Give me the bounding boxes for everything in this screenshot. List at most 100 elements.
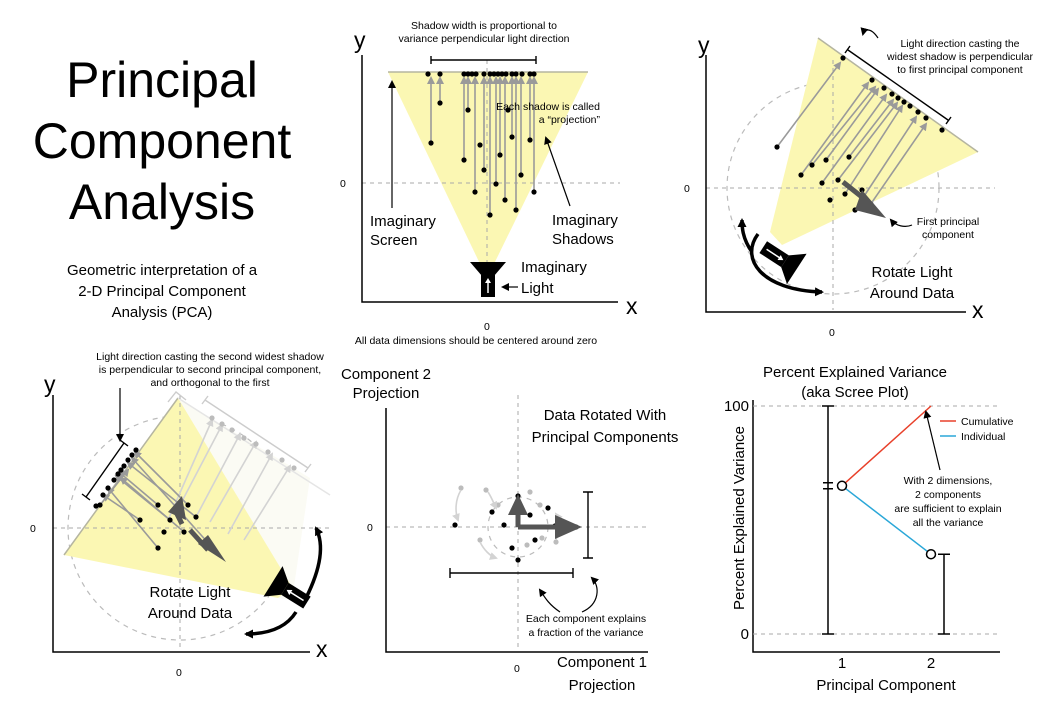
y-axis-label-2: Projection: [353, 385, 420, 402]
panel-shadow-projection: y x 0 0: [340, 20, 638, 347]
data-points: [97, 502, 213, 551]
rotated-label-2: Principal Components: [532, 429, 679, 446]
subtitle-line-2: 2-D Principal Component: [78, 283, 246, 300]
zero-x-label: 0: [829, 327, 835, 339]
screen-label-2: Screen: [370, 232, 418, 249]
panel-second-component: y x 0 0: [30, 351, 331, 679]
variance-bracket-pc1: [449, 568, 574, 578]
variance-bar-individual: [938, 553, 950, 635]
pc1-arrow-head: [555, 515, 582, 539]
chart-legend: Cumulative Individual: [940, 416, 1014, 443]
axes: [705, 55, 966, 313]
explains-pointer-2: [538, 588, 561, 613]
note-widest-2: widest shadow is perpendicular: [886, 51, 1033, 63]
explains-label-1: Each component explains: [526, 613, 646, 625]
x-axis-label-2: Projection: [569, 677, 636, 694]
explains-label-2: a fraction of the variance: [529, 627, 644, 639]
y-axis-label: y: [698, 32, 710, 58]
note-shadow-width-2: variance perpendicular light direction: [398, 33, 569, 45]
rotated-grey-points: [458, 485, 559, 548]
chart-axes: [752, 400, 1000, 653]
zero-x-label: 0: [484, 321, 490, 333]
series-line-cumulative: [841, 405, 932, 487]
data-point: [925, 548, 937, 560]
projection-lines: [776, 61, 928, 211]
flashlight-icon: [759, 241, 807, 284]
zero-y-label: 0: [30, 523, 36, 535]
shadow-width-bracket: [430, 56, 537, 64]
shadow-width-bracket: [844, 45, 952, 125]
pc1-pointer: [889, 218, 913, 228]
annotation-line-4: all the variance: [913, 517, 984, 529]
axis-break: [823, 482, 833, 490]
centered-note: All data dimensions should be centered a…: [355, 335, 597, 347]
shadow-points: [93, 447, 139, 509]
rotate-label-1: Rotate Light: [150, 584, 232, 601]
subtitle-line-3: Analysis (PCA): [112, 304, 213, 321]
y-tick-label: 100: [724, 398, 749, 415]
panel-rotated-data: Component 2 Projection Component 1 Proje…: [341, 366, 678, 694]
title-line-3: Analysis: [69, 174, 255, 230]
pc2-arrow-head: [168, 496, 186, 520]
projection-lines: [427, 76, 538, 215]
variance-bracket-pc2: [583, 491, 593, 559]
explains-pointer: [581, 576, 600, 613]
subtitle-line-1: Geometric interpretation of a: [67, 262, 258, 279]
chart-ylabel: Percent Explained Variance: [731, 426, 748, 610]
zero-y-label: 0: [367, 522, 373, 534]
shadows-label-2: Shadows: [552, 231, 614, 248]
shadow-points: [840, 55, 945, 133]
screen-label-1: Imaginary: [370, 213, 436, 230]
rotate-arrow: [304, 526, 324, 599]
light-label-2: Light: [521, 280, 554, 297]
data-point: [836, 480, 848, 492]
x-axis-label: x: [626, 293, 638, 319]
shadow-points: [425, 71, 537, 77]
pc1-label-2: component: [922, 229, 974, 241]
shadows-label-1: Imaginary: [552, 212, 618, 229]
title-block: Principal Component Analysis Geometric i…: [33, 52, 292, 321]
pc1-label-1: First principal: [917, 216, 979, 228]
rotated-label-1: Data Rotated With: [544, 407, 667, 424]
pc1-arrow-head: [855, 190, 886, 218]
legend-label-individual: Individual: [961, 431, 1005, 443]
rotate-arrow-back: [737, 218, 754, 254]
note-second-2: is perpendicular to second principal com…: [99, 364, 321, 376]
y-axis-label-1: Component 2: [341, 366, 431, 383]
x-axis-label: x: [972, 297, 984, 323]
rotation-hint-arrows: [452, 489, 563, 560]
annotation-pointer: [923, 410, 941, 471]
annotation-line-1: With 2 dimensions,: [904, 475, 993, 487]
axes: [361, 55, 618, 303]
annotation-line-3: are sufficient to explain: [894, 503, 1001, 515]
note-widest-1: Light direction casting the: [900, 38, 1019, 50]
ghost-corner: [167, 391, 187, 403]
x-axis-label: x: [316, 636, 328, 662]
light-cone: [770, 38, 978, 245]
pc2-arrow-head: [508, 494, 528, 515]
series-line-individual: [841, 485, 932, 555]
panel-scree-plot: Percent Explained Variance (aka Scree Pl…: [724, 364, 1014, 694]
ghost-shadow-points: [209, 415, 297, 471]
y-axis-label: y: [44, 371, 56, 397]
zero-y-label: 0: [340, 178, 346, 190]
zero-x-label: 0: [514, 663, 520, 675]
chart-title: Percent Explained Variance: [763, 364, 947, 381]
y-axis-label: y: [354, 27, 366, 53]
zero-x-label: 0: [176, 667, 182, 679]
chart-subtitle: (aka Scree Plot): [801, 384, 909, 401]
ghost-bracket: [201, 395, 312, 473]
x-axis-label-1: Component 1: [557, 654, 647, 671]
flashlight-icon: [263, 566, 311, 609]
flashlight-icon: [470, 262, 506, 297]
rotate-label-2: Around Data: [148, 605, 233, 622]
chart-annotation: With 2 dimensions, 2 components are suff…: [894, 410, 1002, 529]
x-tick-label: 2: [927, 655, 935, 672]
note-projection-1: Each shadow is called: [496, 101, 600, 113]
note-second-3: and orthogonal to the first: [150, 377, 269, 389]
data-points: [428, 100, 537, 218]
variance-bar-cumulative: [822, 405, 834, 635]
note-pointer: [860, 27, 879, 39]
rotate-arrow: [749, 232, 824, 297]
rotate-label-2: Around Data: [870, 285, 955, 302]
